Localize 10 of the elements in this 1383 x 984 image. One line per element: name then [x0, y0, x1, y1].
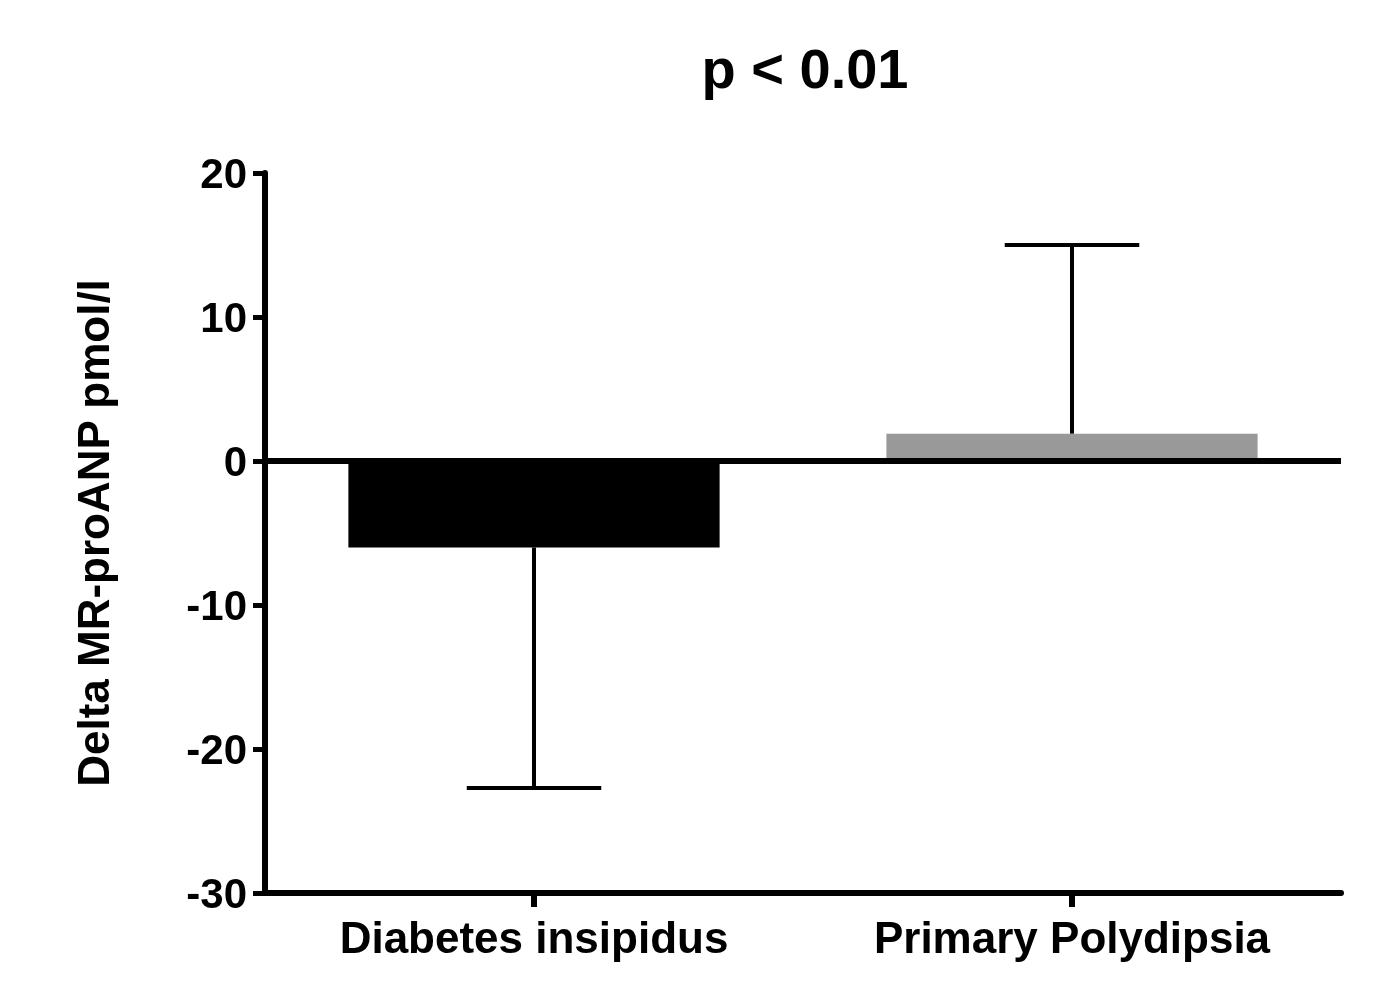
x-tick-label: Diabetes insipidus: [339, 912, 729, 962]
y-tick-label: 0: [223, 437, 247, 485]
y-axis-title: Delta MR-proANP pmol/l: [68, 279, 118, 787]
chart-title: p < 0.01: [701, 36, 909, 100]
y-tick-label: 20: [200, 149, 247, 197]
y-tick-label: -10: [186, 581, 247, 629]
x-tick-label: Primary Polydipsia: [873, 912, 1271, 962]
y-tick-label: -30: [186, 869, 247, 917]
y-tick-label: 10: [200, 293, 247, 341]
y-tick-label: -20: [186, 725, 247, 773]
